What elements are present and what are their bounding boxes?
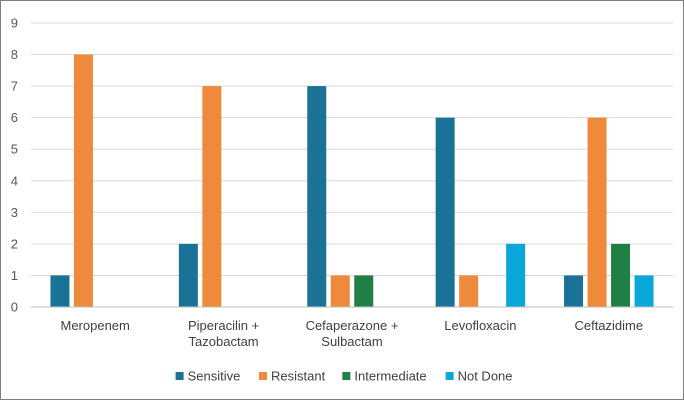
category-labels: Meropenem Piperacilin +Tazobactam Cefapera… [61,318,644,349]
category-label: Meropenem [61,318,130,333]
y-tick-label: 6 [11,110,18,125]
y-tick-label: 3 [11,205,18,220]
gridlines [31,22,673,276]
bar-resistant [73,54,93,307]
legend: Sensitive Resistant Intermediate Not Done [175,369,513,384]
bar-sensitive [564,275,584,307]
category-label: Sulbactam [321,334,382,349]
category-label: Ceftazidime [574,318,643,333]
bar-sensitive [307,86,327,307]
bar-intermediate [354,275,374,307]
legend-label: Not Done [458,369,513,384]
legend-label: Resistant [271,369,326,384]
y-tick-label: 0 [11,300,18,315]
legend-swatch [445,372,454,380]
y-tick-label: 9 [11,16,18,31]
y-tick-label: 2 [11,236,18,251]
bar-sensitive [50,275,70,307]
bar-not-done [634,275,654,307]
legend-label: Sensitive [188,369,241,384]
bar-sensitive [435,117,455,308]
category-label: Tazobactam [189,334,259,349]
bar-resistant [202,86,222,307]
bar-resistant [330,275,350,307]
y-axis-ticks: 0 1 2 3 4 5 6 7 8 9 [11,16,18,315]
legend-swatch [175,372,184,380]
bar-resistant [587,117,607,308]
bar-sensitive [178,243,198,307]
bar-not-done [506,243,526,307]
legend-swatch [342,372,351,380]
bars [50,54,654,308]
legend-swatch [259,372,267,380]
category-label: Cefaperazone + [306,318,399,333]
category-label: Levofloxacin [444,318,516,333]
y-tick-label: 7 [11,79,18,94]
y-tick-label: 4 [11,173,18,188]
y-tick-label: 5 [11,142,18,157]
category-label: Piperacilin + [188,318,259,333]
y-tick-label: 1 [11,268,18,283]
legend-label: Intermediate [354,369,426,384]
bar-intermediate [611,243,631,307]
bar-resistant [459,275,479,307]
y-tick-label: 8 [11,47,18,62]
